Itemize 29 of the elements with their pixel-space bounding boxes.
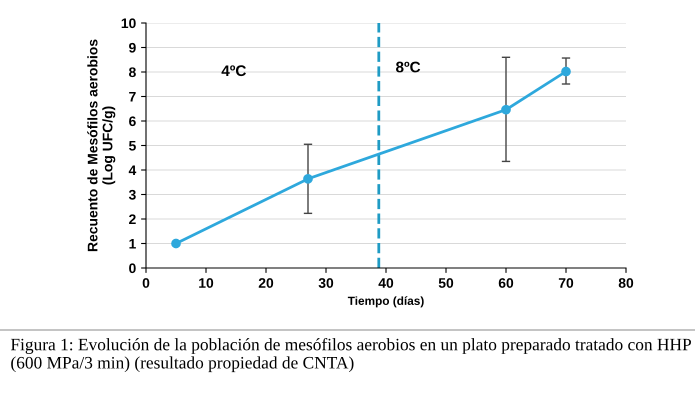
y-tick-label: 4 — [128, 165, 136, 176]
x-tick-label: 30 — [318, 278, 334, 288]
x-tick-label: 20 — [258, 278, 274, 288]
text: Figura 1: Evolución de la población de mesófilos aerobios en un plato preparado tratado con HHP (600 MPa/3 min) (resultado propiedad de CNTA) — [10, 338, 691, 372]
y-tick-label: 9 — [129, 42, 136, 53]
x-tick-label: 70 — [558, 278, 574, 288]
y-tick-label: 5 — [128, 140, 136, 151]
x-tick-label: 10 — [199, 278, 214, 288]
x-tick-label: 80 — [618, 278, 634, 288]
y-tick-label: 10 — [122, 18, 136, 28]
x-tick-label: 40 — [378, 278, 394, 288]
point — [561, 66, 571, 76]
point — [171, 238, 181, 248]
y-tick-label: 7 — [129, 92, 136, 102]
x-tick-label: 50 — [438, 278, 454, 288]
y-tick-label: 8 — [128, 67, 136, 78]
point — [303, 174, 313, 184]
x-tick-label: 60 — [498, 278, 514, 288]
y-axis-title: Recuento de Mesófilos aerobios (Log UFC/g) — [87, 40, 116, 252]
y-tick-label: 3 — [128, 190, 136, 200]
annotation: 8ºC — [396, 62, 420, 72]
y-tick-label: 0 — [129, 263, 136, 274]
point — [501, 104, 511, 115]
x-axis-title: Tiempo (días) — [348, 296, 424, 308]
x-tick-label: 0 — [142, 278, 150, 288]
y-tick-label: 6 — [129, 116, 136, 126]
y-tick-label: 1 — [129, 238, 136, 249]
annotation: 4ºC — [222, 65, 246, 76]
y-tick-label: 2 — [129, 214, 136, 224]
